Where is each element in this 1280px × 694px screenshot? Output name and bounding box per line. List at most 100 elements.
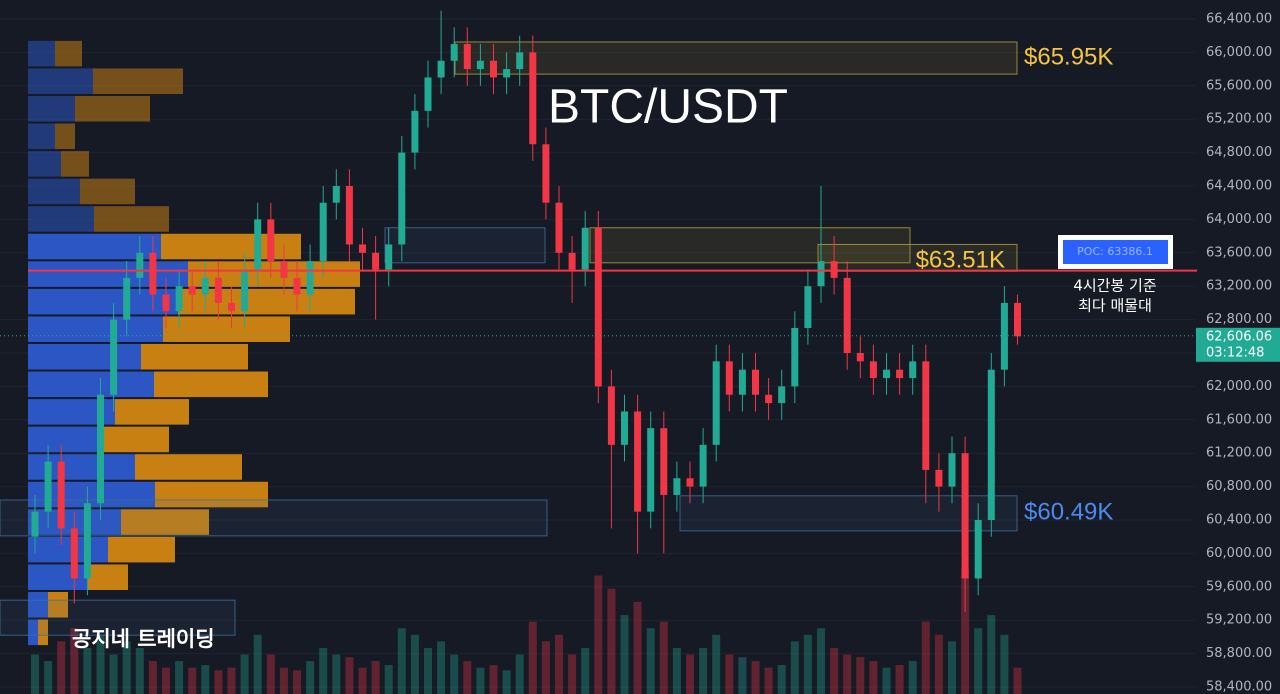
profile-down [93,68,183,94]
candle-body [450,44,458,61]
candle-body [385,244,393,270]
candle-body [516,52,524,70]
candle-body [228,302,235,312]
profile-up [28,95,75,122]
y-tick-label: 64,400.00 [1206,179,1272,194]
y-tick-label: 62,800.00 [1206,312,1272,327]
candle-body [201,277,209,295]
candle-body [70,528,78,579]
candle-body [175,286,183,312]
candle-body [961,453,969,579]
profile-down [121,509,209,535]
profile-down [108,536,175,563]
candle-body [57,461,65,529]
zone-label: $65.95K [1024,43,1113,70]
poc-label: POC: 63386.1 [1077,245,1153,258]
profile-down [161,233,301,260]
y-tick-label: 62,000.00 [1206,379,1272,394]
volume-bar [410,634,419,694]
zone [454,41,1018,75]
zone-label: $60.49K [1024,499,1113,526]
candle-body [476,60,484,70]
candle-body [372,252,380,270]
volume-bar [83,647,92,694]
candle-body [843,277,851,353]
volume-bar [555,634,563,694]
zone-label: $63.51K [916,247,1005,274]
candle-body [883,369,890,379]
volume-bar [961,569,970,694]
volume-bar [974,628,983,694]
volume-bar [502,670,511,694]
profile-up [28,591,48,618]
last-price-label: 62,606.06 [1206,329,1272,344]
volume-bar [188,667,197,694]
candle-body [1014,302,1021,337]
last-price-tag [1196,327,1280,362]
volume-bar [1013,667,1022,694]
candle-body [332,186,340,203]
candle-body [319,202,327,262]
candle-body [555,202,563,253]
volume-bar [672,647,681,694]
y-tick-label: 66,400.00 [1206,12,1272,27]
profile-up [28,178,80,205]
volume-bar [725,654,734,694]
candle-body [398,152,406,245]
watermark: 공지네 트레이딩 [72,627,215,651]
candle-body [437,60,445,78]
volume-bar [266,654,275,694]
candle-body [909,361,917,379]
candle-body [634,411,642,512]
y-tick-label: 63,200.00 [1206,279,1272,294]
profile-up [28,426,101,453]
volume-bar [175,661,184,694]
zone [384,227,546,264]
volume-bar [109,654,118,694]
y-tick-label: 59,600.00 [1206,579,1272,594]
volume-bar [279,667,288,694]
volume-bar [162,667,170,694]
poc-box [1063,240,1168,264]
profile-up [28,619,38,646]
candle-body [922,361,930,470]
profile-down [141,343,248,370]
volume-bar [699,647,708,694]
volume-bar [44,661,53,694]
y-tick-label: 64,000.00 [1206,212,1272,227]
volume-profile [28,40,360,646]
volume-bar [437,641,446,694]
volume-bar [135,647,144,694]
candle-body [673,478,681,495]
y-tick-label: 61,600.00 [1206,412,1272,427]
profile-down [61,151,89,177]
volume-bar [384,665,393,694]
y-tick-label: 60,000.00 [1206,546,1272,561]
candle-body [162,294,170,312]
profile-down [75,95,150,122]
candle-body [110,319,118,395]
candle-body [123,277,131,320]
zone [679,495,1018,532]
candle-body [948,453,956,487]
candle-body [241,269,249,312]
candle-body [686,478,694,487]
volume-bar [541,641,550,694]
zone [0,499,548,537]
candle-body [293,277,301,295]
y-tick-label: 58,400.00 [1206,680,1272,694]
profile-up [28,316,163,342]
candle-body [581,227,589,270]
volume-bar [803,634,812,694]
profile-up [28,261,188,287]
candle-body [97,394,104,504]
candle-body [463,44,471,70]
y-tick-label: 65,200.00 [1206,112,1272,127]
volume-bar [57,641,66,694]
profile-down [188,261,360,287]
candle-body [804,286,812,328]
candle-body [280,261,288,278]
volume-bar [882,667,891,694]
volume-bar [148,661,157,694]
